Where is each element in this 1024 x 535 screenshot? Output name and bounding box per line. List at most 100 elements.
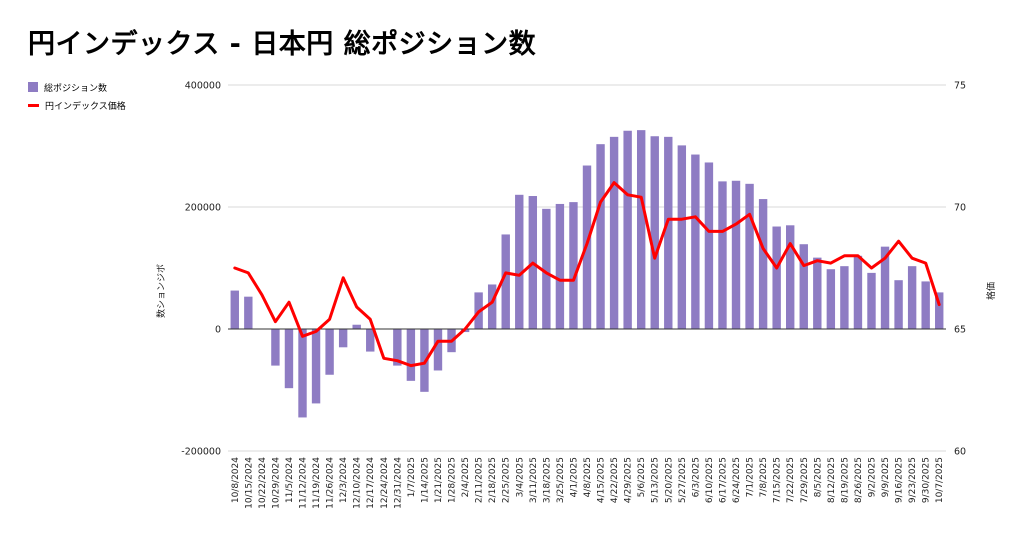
bar xyxy=(786,225,795,329)
y-left-tick-label: 0 xyxy=(215,325,221,336)
y-left-axis-label: 数ションジボ xyxy=(155,264,167,318)
bar xyxy=(813,257,822,329)
bar xyxy=(596,144,605,329)
x-tick-label: 10/15/2024 xyxy=(244,457,254,509)
x-tick-label: 4/22/2025 xyxy=(610,457,620,503)
bar xyxy=(338,329,348,348)
x-tick-label: 11/19/2024 xyxy=(312,457,322,509)
x-tick-label: 4/15/2025 xyxy=(597,457,607,503)
bar xyxy=(704,162,714,329)
y-left-tick-label: 200000 xyxy=(185,203,221,214)
bar xyxy=(609,136,619,329)
x-tick-label: 4/29/2025 xyxy=(624,457,634,503)
x-tick-label: 2/25/2025 xyxy=(502,457,512,503)
x-tick-label: 6/10/2025 xyxy=(705,457,715,503)
x-tick-label: 9/9/2025 xyxy=(881,457,891,497)
x-tick-label: 6/24/2025 xyxy=(732,457,742,503)
bar xyxy=(921,281,930,329)
legend-line-swatch xyxy=(28,103,39,107)
x-tick-label: 6/17/2025 xyxy=(719,457,729,503)
bar xyxy=(284,329,294,389)
x-tick-label: 10/8/2024 xyxy=(231,457,241,503)
x-tick-label: 12/10/2024 xyxy=(353,457,363,509)
x-tick-label: 7/1/2025 xyxy=(746,457,756,497)
x-tick-label: 3/11/2025 xyxy=(529,457,539,503)
x-tick-label: 8/5/2025 xyxy=(813,457,823,497)
bar xyxy=(664,136,673,329)
bar xyxy=(731,180,741,329)
bar xyxy=(555,203,565,329)
series-line xyxy=(233,181,941,368)
bar xyxy=(772,226,781,329)
y-left-tick-label: 400000 xyxy=(185,81,221,92)
x-tick-label: 10/7/2025 xyxy=(935,457,945,503)
bar xyxy=(501,234,510,329)
x-tick-label: 2/4/2025 xyxy=(461,457,471,497)
x-tick-label: 5/6/2025 xyxy=(637,457,647,497)
x-tick-label: 1/7/2025 xyxy=(407,457,417,497)
x-tick-label: 1/21/2025 xyxy=(434,457,444,503)
x-tick-label: 3/4/2025 xyxy=(515,457,525,497)
y-left-tick-label: -200000 xyxy=(181,447,221,458)
x-tick-label: 5/27/2025 xyxy=(678,457,688,503)
x-tick-label: 9/23/2025 xyxy=(908,457,918,503)
x-tick-label: 7/8/2025 xyxy=(759,457,769,497)
bar xyxy=(542,208,551,329)
bar xyxy=(325,329,334,375)
bar xyxy=(487,284,497,329)
x-tick-label: 12/31/2024 xyxy=(393,457,403,509)
bar xyxy=(244,296,253,329)
bar xyxy=(352,324,361,329)
x-tick-label: 7/22/2025 xyxy=(786,457,796,503)
bar xyxy=(636,130,646,329)
x-tick-label: 5/13/2025 xyxy=(651,457,661,503)
x-tick-label: 11/12/2024 xyxy=(299,457,309,509)
bar xyxy=(799,244,808,329)
x-tick-label: 2/18/2025 xyxy=(488,457,498,503)
bar xyxy=(650,136,659,329)
bar xyxy=(677,145,687,329)
x-tick-label: 9/30/2025 xyxy=(922,457,932,503)
bar xyxy=(271,329,280,366)
legend-bar-label: 総ポジション数 xyxy=(44,83,108,94)
y-right-tick-label: 70 xyxy=(954,203,966,214)
bar xyxy=(853,255,863,329)
x-tick-label: 5/20/2025 xyxy=(664,457,674,503)
x-tick-label: 7/29/2025 xyxy=(800,457,810,503)
bar xyxy=(867,272,876,329)
x-tick-label: 10/22/2024 xyxy=(258,457,268,509)
x-tick-label: 4/8/2025 xyxy=(583,457,593,497)
x-tick-label: 3/25/2025 xyxy=(556,457,566,503)
bar xyxy=(826,269,836,329)
legend-item-line: 円インデックス価格 xyxy=(28,96,126,114)
bar xyxy=(935,292,944,329)
bar xyxy=(569,202,578,329)
x-tick-label: 11/26/2024 xyxy=(326,457,336,509)
x-tick-label: 8/12/2025 xyxy=(827,457,837,503)
x-tick-label: 10/29/2024 xyxy=(271,457,281,509)
x-tick-label: 9/16/2025 xyxy=(895,457,905,503)
bar xyxy=(298,329,307,418)
bar xyxy=(840,266,849,329)
legend-item-bar: 総ポジション数 xyxy=(28,78,126,96)
y-right-tick-label: 65 xyxy=(954,325,966,336)
x-tick-label: 11/5/2024 xyxy=(285,457,295,503)
bar xyxy=(311,329,321,404)
x-tick-label: 3/18/2025 xyxy=(542,457,552,503)
bar xyxy=(880,246,890,329)
y-right-tick-label: 75 xyxy=(954,81,966,92)
x-tick-label: 9/2/2025 xyxy=(868,457,878,497)
bar xyxy=(907,266,917,329)
bar xyxy=(623,130,632,329)
chart-title: 円インデックス - 日本円 総ポジション数 xyxy=(28,29,537,60)
legend: 総ポジション数 円インデックス価格 xyxy=(28,78,126,114)
x-tick-label: 12/3/2024 xyxy=(339,457,349,503)
x-tick-label: 8/26/2025 xyxy=(854,457,864,503)
bar xyxy=(393,329,402,366)
x-tick-label: 1/14/2025 xyxy=(420,457,430,503)
bar xyxy=(691,154,700,329)
bar xyxy=(718,181,727,329)
x-tick-label: 8/19/2025 xyxy=(840,457,850,503)
x-tick-label: 12/17/2024 xyxy=(366,457,376,509)
